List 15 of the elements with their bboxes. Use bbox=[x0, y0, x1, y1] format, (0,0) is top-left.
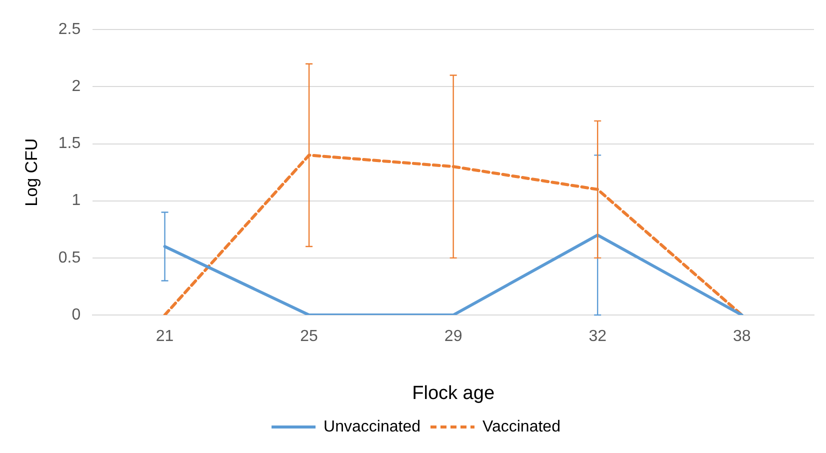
x-tick-label: 21 bbox=[156, 328, 174, 346]
y-tick-label: 2.5 bbox=[58, 21, 81, 38]
legend-label: Unvaccinated bbox=[324, 418, 420, 436]
y-tick-label: 0.5 bbox=[58, 249, 81, 266]
x-axis-title: Flock age bbox=[412, 382, 495, 404]
x-tick-label: 32 bbox=[588, 328, 607, 346]
y-tick-label: 1 bbox=[72, 192, 81, 210]
y-axis-title: Log CFU bbox=[22, 138, 41, 206]
y-tick-label: 1.5 bbox=[58, 135, 81, 152]
y-tick-label: 2 bbox=[72, 78, 81, 96]
x-tick-label: 29 bbox=[444, 328, 462, 346]
y-tick-label: 0 bbox=[72, 306, 81, 324]
x-tick-label: 38 bbox=[732, 328, 751, 346]
legend-label: Vaccinated bbox=[482, 418, 560, 436]
x-tick-label: 25 bbox=[300, 328, 318, 346]
